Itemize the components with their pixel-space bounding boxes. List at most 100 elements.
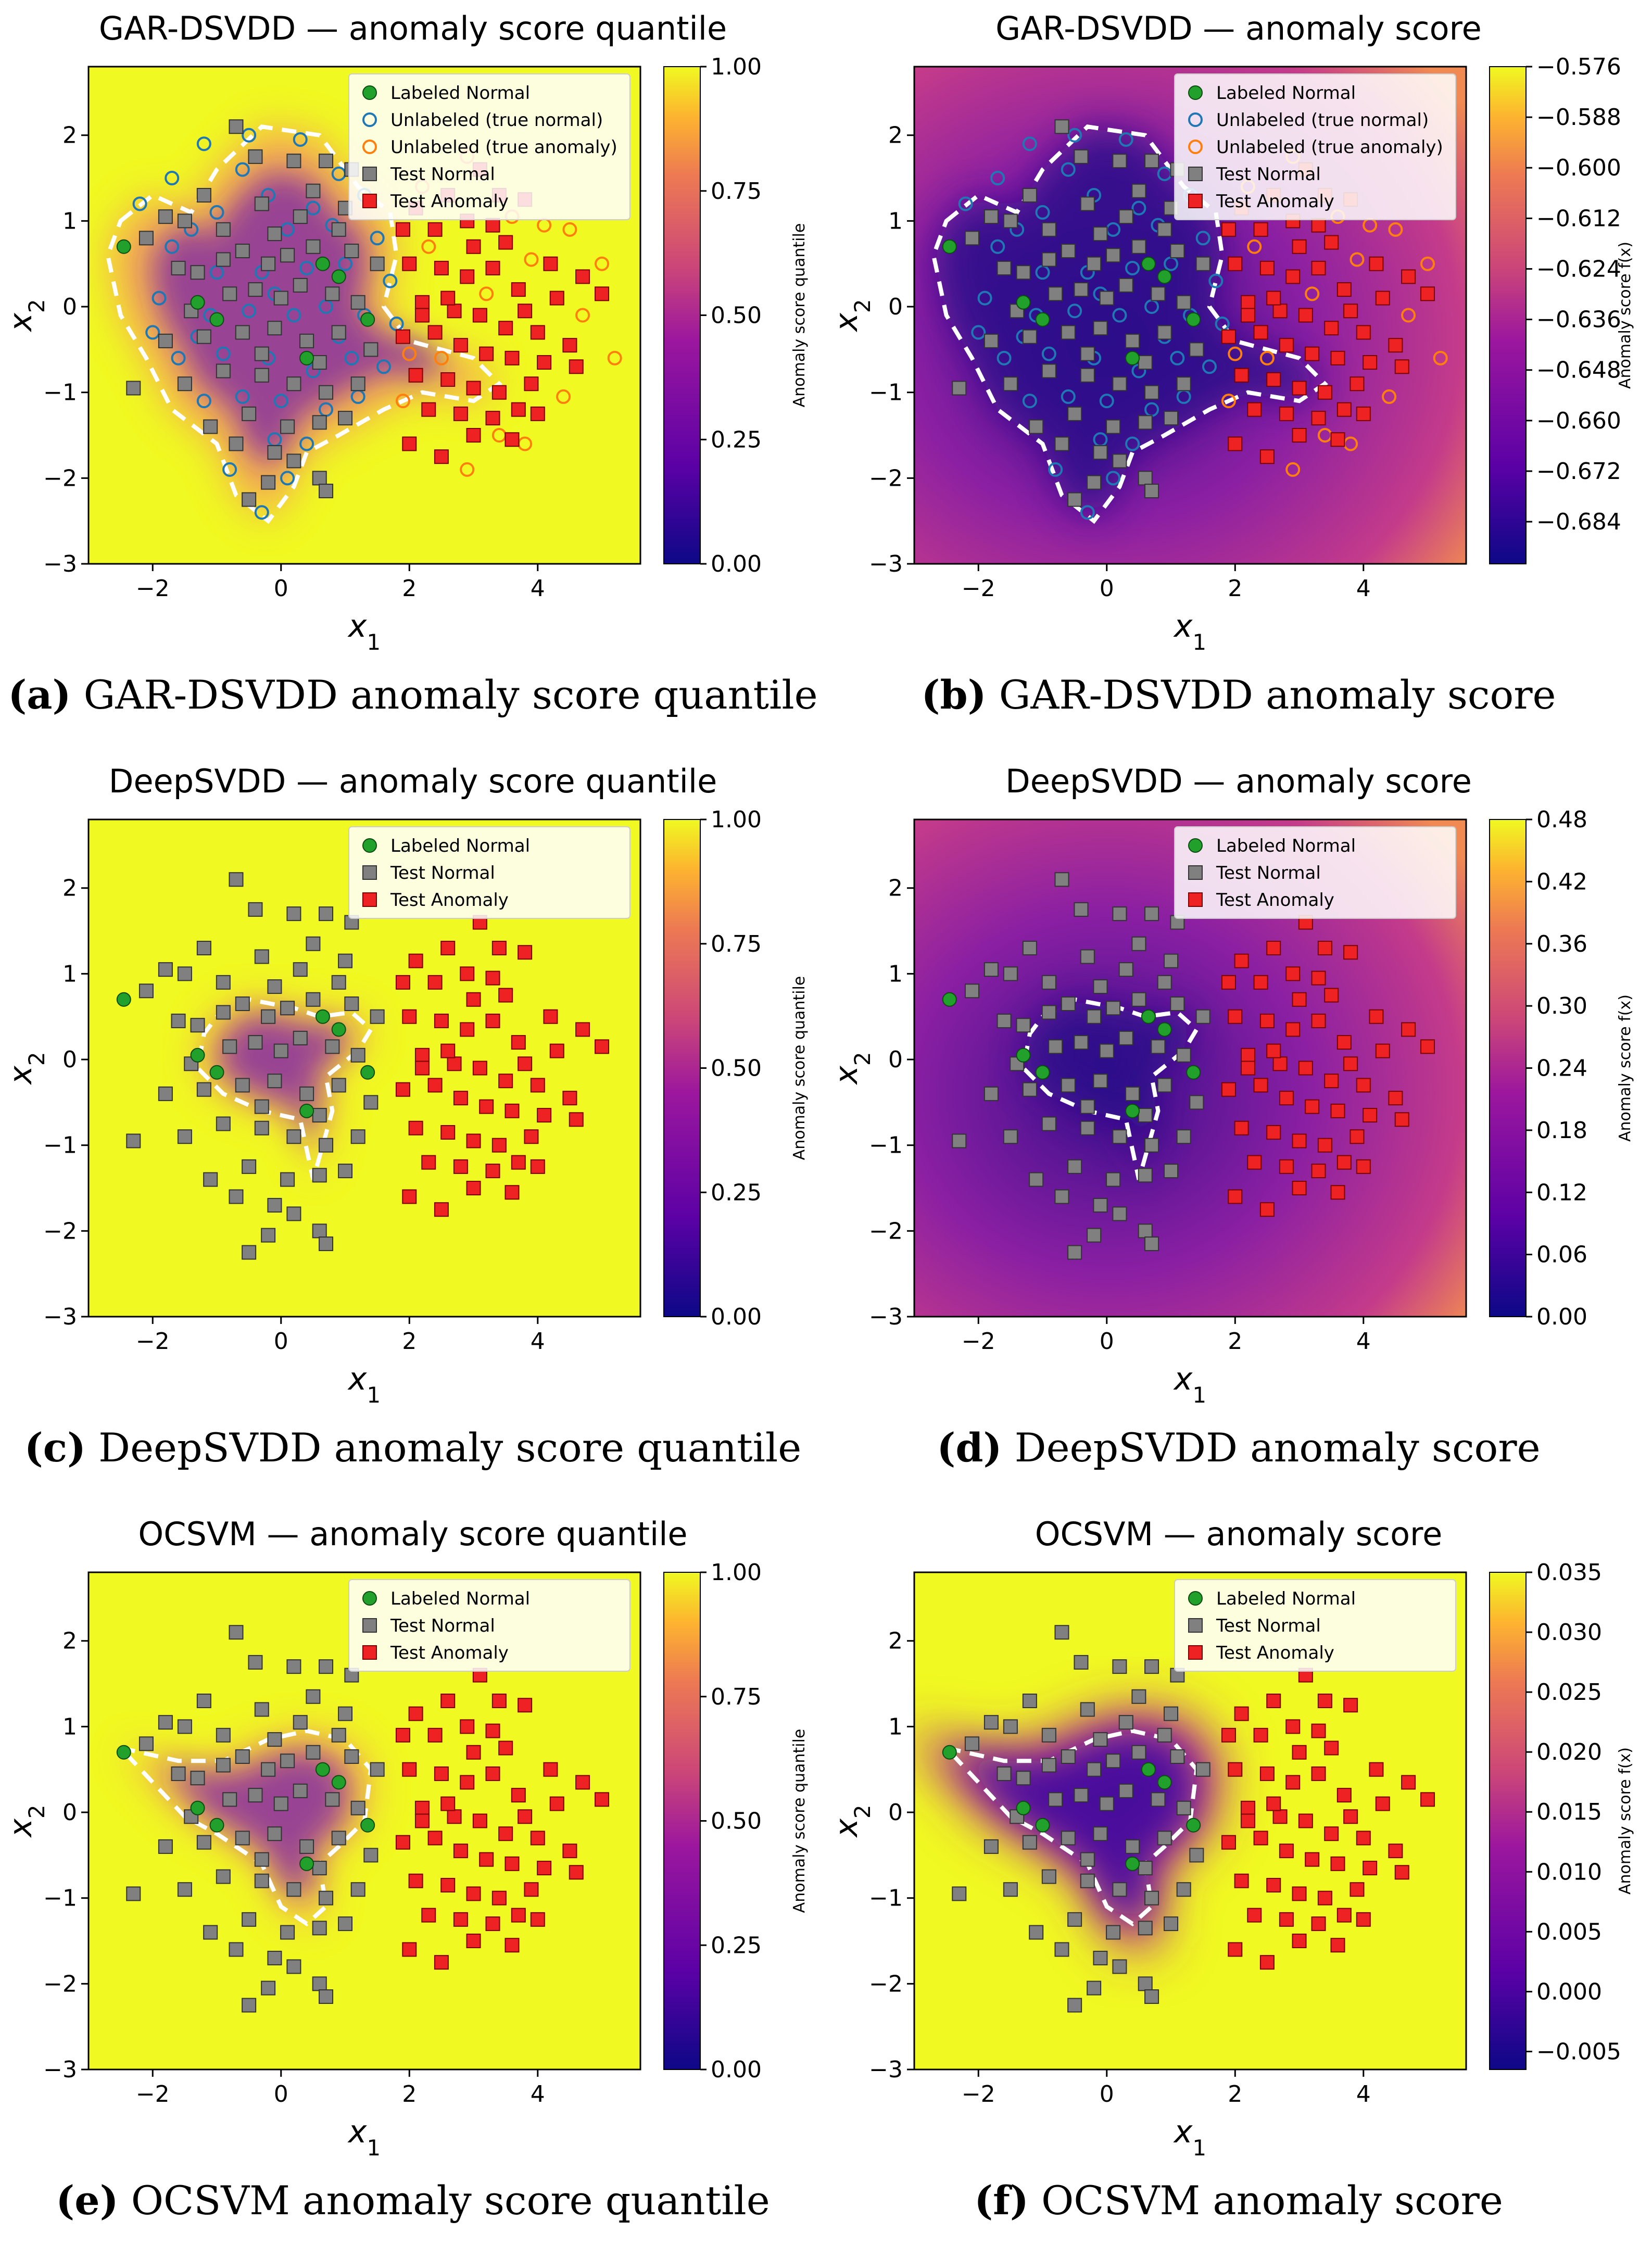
test-anomaly-point	[1369, 256, 1384, 271]
test-anomaly-point	[1356, 1159, 1371, 1174]
test-anomaly-point	[518, 304, 533, 319]
legend-marker-test-normal	[362, 167, 377, 181]
test-normal-point	[1041, 1727, 1056, 1743]
test-normal-point	[126, 381, 141, 396]
test-normal-point	[273, 291, 288, 306]
unlabeled-normal-point	[235, 162, 250, 177]
unlabeled-normal-point	[280, 471, 295, 486]
colorbar-tick-label: 0.00	[1536, 1304, 1587, 1330]
test-anomaly-point	[466, 239, 481, 254]
test-anomaly-point	[485, 1766, 500, 1781]
test-normal-point	[350, 1048, 365, 1063]
test-normal-point	[331, 325, 346, 340]
test-normal-point	[1157, 222, 1172, 237]
test-anomaly-point	[434, 1202, 449, 1217]
colorbar-tick-label: −0.612	[1536, 205, 1621, 232]
colorbar-tick-label: 0.015	[1536, 1799, 1602, 1825]
test-anomaly-point	[1292, 1745, 1307, 1760]
test-normal-point	[1022, 187, 1037, 203]
colorbar	[1489, 819, 1527, 1317]
unlabeled-normal-point	[1170, 350, 1185, 365]
test-normal-point	[1144, 1659, 1159, 1674]
test-anomaly-point	[434, 1013, 449, 1028]
test-anomaly-point	[485, 1013, 500, 1028]
test-anomaly-point	[530, 406, 545, 421]
test-anomaly-point	[511, 1908, 526, 1923]
test-normal-point	[1176, 1800, 1191, 1815]
colorbar-tick-label: −0.636	[1536, 307, 1621, 333]
test-anomaly-point	[1336, 1908, 1352, 1923]
test-normal-point	[1138, 1976, 1153, 1991]
figure-caption: (c) DeepSVDD anomaly score quantile	[24, 1424, 802, 1471]
test-anomaly-point	[518, 1056, 533, 1071]
test-normal-point	[370, 256, 385, 271]
unlabeled-normal-point	[299, 436, 314, 451]
test-normal-point	[1074, 1035, 1089, 1050]
test-anomaly-point	[1298, 1061, 1313, 1076]
panel-d: DeepSVDD — anomaly score −2 0 2 4 −3 −2 −1 0 1 2 x…	[826, 753, 1651, 1506]
test-normal-point	[171, 1766, 186, 1781]
unlabeled-anomaly-point	[595, 256, 610, 271]
unlabeled-normal-point	[242, 128, 257, 143]
test-normal-point	[280, 419, 295, 434]
test-anomaly-point	[1285, 269, 1301, 284]
test-normal-point	[235, 996, 250, 1012]
test-normal-point	[1074, 1788, 1089, 1803]
test-anomaly-point	[1292, 992, 1307, 1007]
test-anomaly-point	[1240, 295, 1255, 310]
test-normal-point	[1195, 256, 1210, 271]
x-tick-label: −2	[136, 575, 170, 602]
test-anomaly-point	[466, 381, 481, 396]
test-anomaly-point	[395, 1727, 410, 1743]
unlabeled-normal-point	[971, 325, 986, 340]
test-anomaly-point	[1221, 1835, 1236, 1850]
test-anomaly-point	[466, 1745, 481, 1760]
test-normal-point	[1048, 286, 1063, 301]
test-normal-point	[242, 1912, 257, 1927]
legend-marker-test-anomaly	[362, 892, 377, 907]
test-normal-point	[1189, 1095, 1204, 1110]
test-normal-point	[344, 244, 359, 259]
test-normal-point	[267, 1826, 282, 1841]
test-anomaly-point	[1234, 1873, 1249, 1888]
colorbar	[1489, 1572, 1527, 2070]
test-normal-point	[190, 1018, 205, 1033]
chart-title: GAR-DSVDD — anomaly score quantile	[98, 9, 727, 47]
unlabeled-anomaly-point	[556, 389, 571, 404]
test-anomaly-point	[1272, 1809, 1288, 1824]
test-normal-point	[254, 1099, 269, 1114]
test-normal-point	[1054, 1625, 1069, 1640]
test-normal-point	[1041, 1116, 1056, 1131]
test-normal-point	[1067, 1998, 1082, 2013]
test-anomaly-point	[453, 1912, 468, 1927]
test-anomaly-point	[453, 1844, 468, 1859]
test-normal-point	[293, 277, 308, 293]
unlabeled-normal-point	[344, 350, 359, 365]
test-normal-point	[293, 1783, 308, 1798]
test-normal-point	[158, 1086, 173, 1101]
test-anomaly-point	[1324, 1074, 1339, 1089]
test-normal-point	[196, 329, 211, 344]
labeled-normal-point	[209, 1065, 224, 1080]
test-anomaly-point	[530, 325, 545, 340]
test-normal-point	[254, 368, 269, 383]
test-normal-point	[312, 1861, 327, 1876]
test-anomaly-point	[537, 1861, 552, 1876]
test-normal-point	[1074, 902, 1089, 917]
legend-label: Labeled Normal	[1216, 1588, 1356, 1609]
test-anomaly-point	[505, 432, 520, 447]
test-anomaly-point	[511, 1788, 526, 1803]
test-normal-point	[983, 1715, 999, 1730]
colorbar-label: Anomaly score f(x)	[1616, 994, 1634, 1142]
test-normal-point	[1112, 1206, 1127, 1221]
test-normal-point	[983, 1839, 999, 1854]
test-normal-point	[235, 1078, 250, 1093]
test-normal-point	[363, 1848, 379, 1863]
test-anomaly-point	[1234, 1706, 1249, 1721]
test-normal-point	[997, 1766, 1012, 1781]
legend-marker-labeled-normal	[1188, 838, 1203, 853]
colorbar-tick-label: −0.600	[1536, 155, 1621, 181]
test-anomaly-point	[1253, 325, 1268, 340]
y-tick-label: 1	[62, 208, 77, 234]
panel-f: OCSVM — anomaly score −2 0 2 4 −3 −2 −1 0 1 2 x1 x2…	[826, 1506, 1651, 2258]
